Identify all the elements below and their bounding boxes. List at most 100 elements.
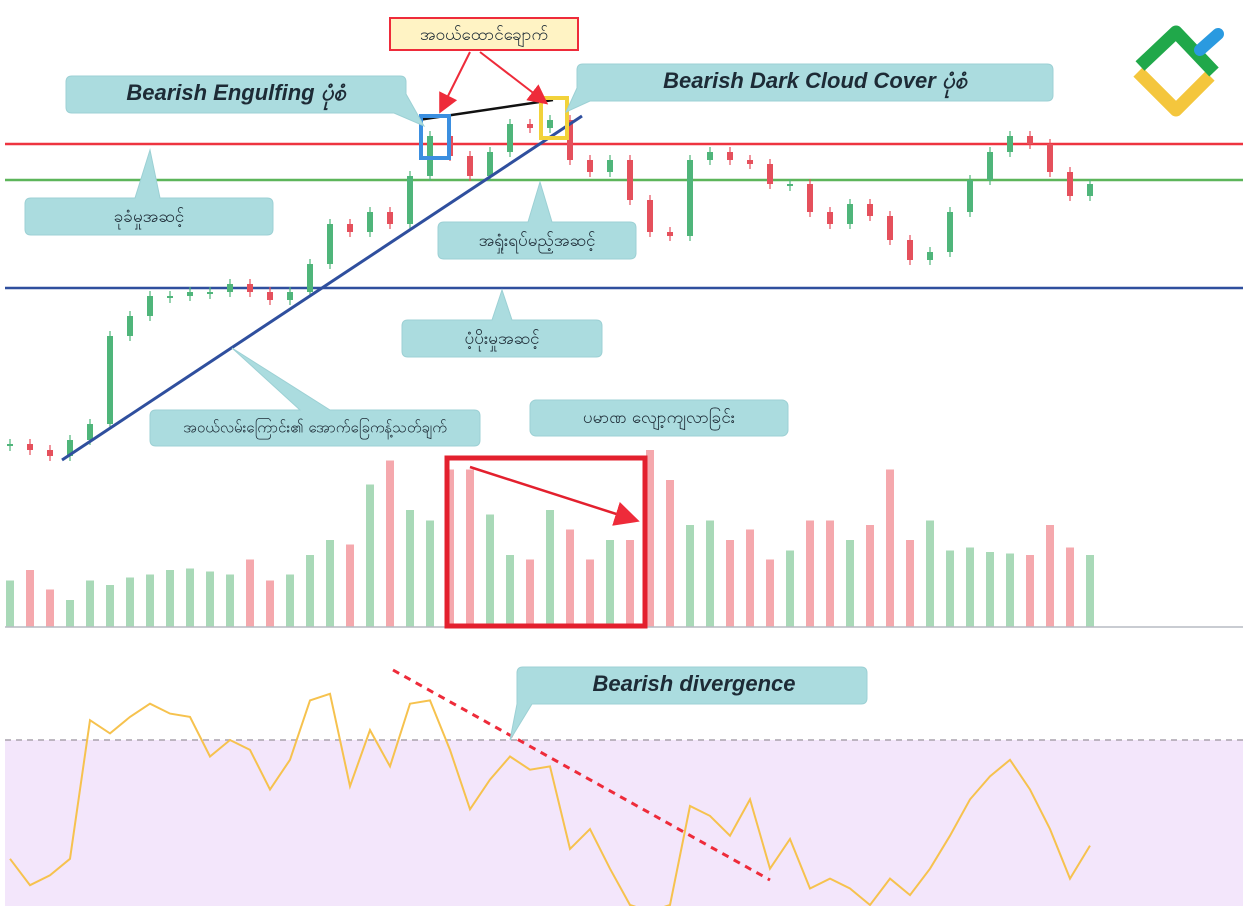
- candle: [607, 160, 613, 172]
- volume-bar: [646, 450, 654, 627]
- volume-bar: [346, 544, 354, 627]
- candle: [287, 292, 293, 300]
- candle: [527, 124, 533, 128]
- candle: [7, 444, 13, 446]
- candle: [207, 292, 213, 294]
- candle: [547, 120, 553, 128]
- candle: [747, 160, 753, 164]
- volume-bar: [266, 580, 274, 627]
- volume-bar: [986, 552, 994, 627]
- volume-bar: [566, 529, 574, 627]
- candle: [967, 180, 973, 212]
- volume-bar: [466, 469, 474, 627]
- callout: [401, 288, 603, 358]
- volume-bar: [746, 529, 754, 627]
- volume-bar: [66, 600, 74, 627]
- volume-bar: [1046, 525, 1054, 627]
- candle: [707, 152, 713, 160]
- candle: [687, 160, 693, 236]
- volume-bar: [846, 540, 854, 627]
- candle: [947, 212, 953, 252]
- volume-bar: [6, 580, 14, 627]
- callout: [149, 347, 481, 447]
- candle: [327, 224, 333, 264]
- volume-bar: [546, 510, 554, 627]
- annotation: အဝယ်လမ်းကြောင်း၏ အောက်ခြေကန့်သတ်ချက်: [183, 418, 447, 440]
- volume-bar: [386, 460, 394, 627]
- callout: [564, 63, 1054, 114]
- annotation: Bearish divergence: [593, 671, 796, 696]
- volume-bar: [786, 550, 794, 627]
- arrow: [479, 51, 549, 105]
- rsi-line: [9, 692, 1091, 906]
- candle: [367, 212, 373, 232]
- candle: [567, 120, 573, 160]
- candle: [267, 292, 273, 300]
- volume-bar: [666, 480, 674, 627]
- candle: [227, 284, 233, 292]
- volume-bar: [586, 559, 594, 627]
- volume-bar: [806, 520, 814, 627]
- volume-bar: [506, 555, 514, 627]
- candle: [907, 240, 913, 260]
- candle: [767, 164, 773, 184]
- candle: [787, 184, 793, 186]
- volume-bar: [946, 550, 954, 627]
- candle: [87, 424, 93, 440]
- volume-bar: [486, 514, 494, 627]
- volume-bar: [186, 568, 194, 627]
- candle: [1087, 184, 1093, 196]
- volume-bar: [526, 559, 534, 627]
- annotation: အရှုံးရပ်မည့်အဆင့်: [479, 231, 596, 254]
- volume-bar: [246, 559, 254, 627]
- arrow: [469, 465, 640, 526]
- callout: [529, 399, 789, 437]
- divergence-line: [392, 668, 771, 882]
- candle: [627, 160, 633, 200]
- volume-bar: [326, 540, 334, 627]
- callout: [24, 148, 274, 236]
- candle: [887, 216, 893, 240]
- volume-bar: [46, 589, 54, 627]
- callout: [509, 666, 868, 741]
- volume-box: [444, 455, 648, 629]
- volume-bar: [406, 510, 414, 627]
- candle: [387, 212, 393, 224]
- candle: [67, 440, 73, 456]
- candle: [807, 184, 813, 212]
- candle: [507, 124, 513, 152]
- volume-bar: [866, 525, 874, 627]
- volume-bar: [426, 520, 434, 627]
- callout: [65, 75, 426, 128]
- volume-bar: [626, 540, 634, 627]
- volume-bar: [1066, 547, 1074, 627]
- volume-bar: [146, 574, 154, 627]
- candle: [1067, 172, 1073, 196]
- volume-bar: [1006, 553, 1014, 627]
- candle: [987, 152, 993, 180]
- volume-bar: [286, 574, 294, 627]
- rsi-zone: [5, 740, 1243, 906]
- engulfing-box: [419, 114, 451, 160]
- logo: [1133, 25, 1224, 117]
- candle: [27, 444, 33, 450]
- volume-bar: [226, 574, 234, 627]
- volume-bar: [926, 520, 934, 627]
- candle: [1047, 144, 1053, 172]
- candle: [1007, 136, 1013, 152]
- candle: [587, 160, 593, 172]
- annotation: အဝယ်ထောင်ချောက်: [420, 25, 548, 48]
- candle: [307, 264, 313, 292]
- candle: [467, 156, 473, 176]
- volume-bar: [306, 555, 314, 627]
- volume-bar: [1086, 555, 1094, 627]
- callout: [437, 180, 637, 260]
- arrow: [439, 51, 471, 114]
- volume-bar: [886, 469, 894, 627]
- candle: [407, 176, 413, 224]
- candle: [867, 204, 873, 216]
- candle: [347, 224, 353, 232]
- volume-bar: [726, 540, 734, 627]
- volume-bar: [126, 577, 134, 627]
